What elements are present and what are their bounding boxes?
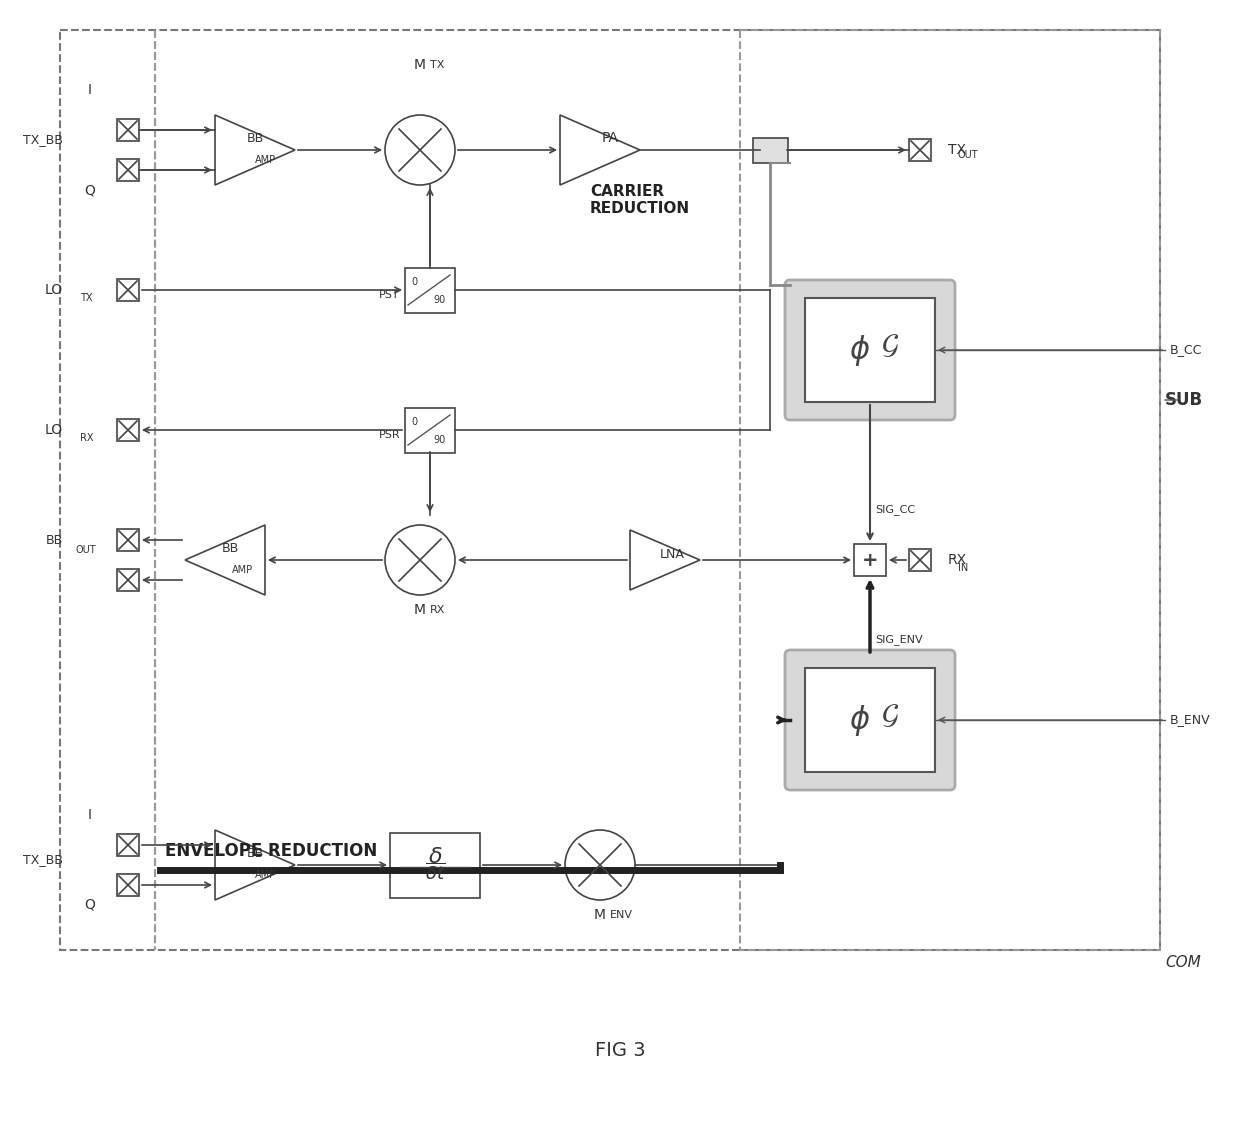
FancyBboxPatch shape [785,650,955,790]
Text: ENVELOPE REDUCTION: ENVELOPE REDUCTION [165,842,377,860]
Text: TX: TX [949,143,966,157]
Bar [391,833,480,897]
Text: PST: PST [379,290,401,300]
Text: TX_BB: TX_BB [24,853,63,867]
Text: BB: BB [46,533,63,547]
Text: ENV: ENV [610,909,632,920]
Bar [805,668,935,772]
Text: LO: LO [45,423,63,437]
Text: LNA: LNA [660,549,684,561]
Text: OUT: OUT [959,150,978,160]
Text: I: I [88,808,92,822]
Bar [117,875,139,896]
Text: IN: IN [959,564,968,573]
Text: $\overline{\delta t}$: $\overline{\delta t}$ [424,862,445,884]
Text: $\delta$: $\delta$ [428,848,443,867]
Text: SIG_CC: SIG_CC [875,505,915,515]
Circle shape [565,829,635,900]
Text: 90: 90 [434,295,446,305]
Text: B_ENV: B_ENV [1171,713,1210,727]
Text: 0: 0 [410,417,417,427]
Bar [753,137,787,162]
Text: TX: TX [81,293,93,303]
Text: CARRIER
REDUCTION: CARRIER REDUCTION [590,184,691,216]
Text: M: M [594,908,606,922]
Text: AMP: AMP [254,870,275,880]
Text: M: M [414,603,427,616]
Bar [405,267,455,312]
Text: +: + [862,550,878,569]
Text: SIG_ENV: SIG_ENV [875,635,923,646]
Text: $\mathcal{G}$: $\mathcal{G}$ [880,331,899,360]
Text: B_CC: B_CC [1171,344,1203,356]
Text: I: I [88,83,92,97]
Bar [117,419,139,441]
Bar [117,569,139,591]
Text: BB: BB [222,542,238,554]
Text: 90: 90 [434,435,446,445]
Bar [117,279,139,301]
Text: SUB: SUB [1166,391,1203,409]
Polygon shape [560,115,640,185]
Text: TX_BB: TX_BB [24,133,63,147]
FancyBboxPatch shape [785,279,955,420]
Text: RX: RX [949,553,967,567]
Text: OUT: OUT [74,545,95,554]
Text: $\phi$: $\phi$ [849,702,870,737]
Circle shape [384,525,455,595]
Text: LO: LO [45,283,63,298]
Bar [117,159,139,181]
Text: Q: Q [84,898,95,912]
Bar [854,544,887,576]
Bar [117,529,139,551]
Text: $\phi$: $\phi$ [849,332,870,367]
Text: BB: BB [247,132,264,145]
Bar [805,298,935,402]
Polygon shape [215,115,295,185]
Polygon shape [215,829,295,900]
Bar [117,834,139,857]
Bar [909,139,931,161]
Text: $\mathcal{G}$: $\mathcal{G}$ [880,701,899,729]
Text: PSR: PSR [378,431,401,440]
Bar [909,549,931,571]
Text: M: M [414,57,427,72]
Bar [405,408,455,453]
Text: 0: 0 [410,277,417,287]
Circle shape [384,115,455,185]
Polygon shape [185,525,265,595]
Text: RX: RX [430,605,445,615]
Bar [117,119,139,141]
Text: Q: Q [84,183,95,197]
Text: FIG 3: FIG 3 [595,1040,645,1059]
Text: AMP: AMP [232,565,253,575]
Text: RX: RX [81,433,93,443]
Text: PA: PA [601,131,619,145]
Text: AMP: AMP [254,156,275,165]
Text: BB: BB [247,848,264,860]
Polygon shape [630,530,701,591]
Text: COM: COM [1166,955,1200,970]
Text: TX: TX [430,60,444,70]
